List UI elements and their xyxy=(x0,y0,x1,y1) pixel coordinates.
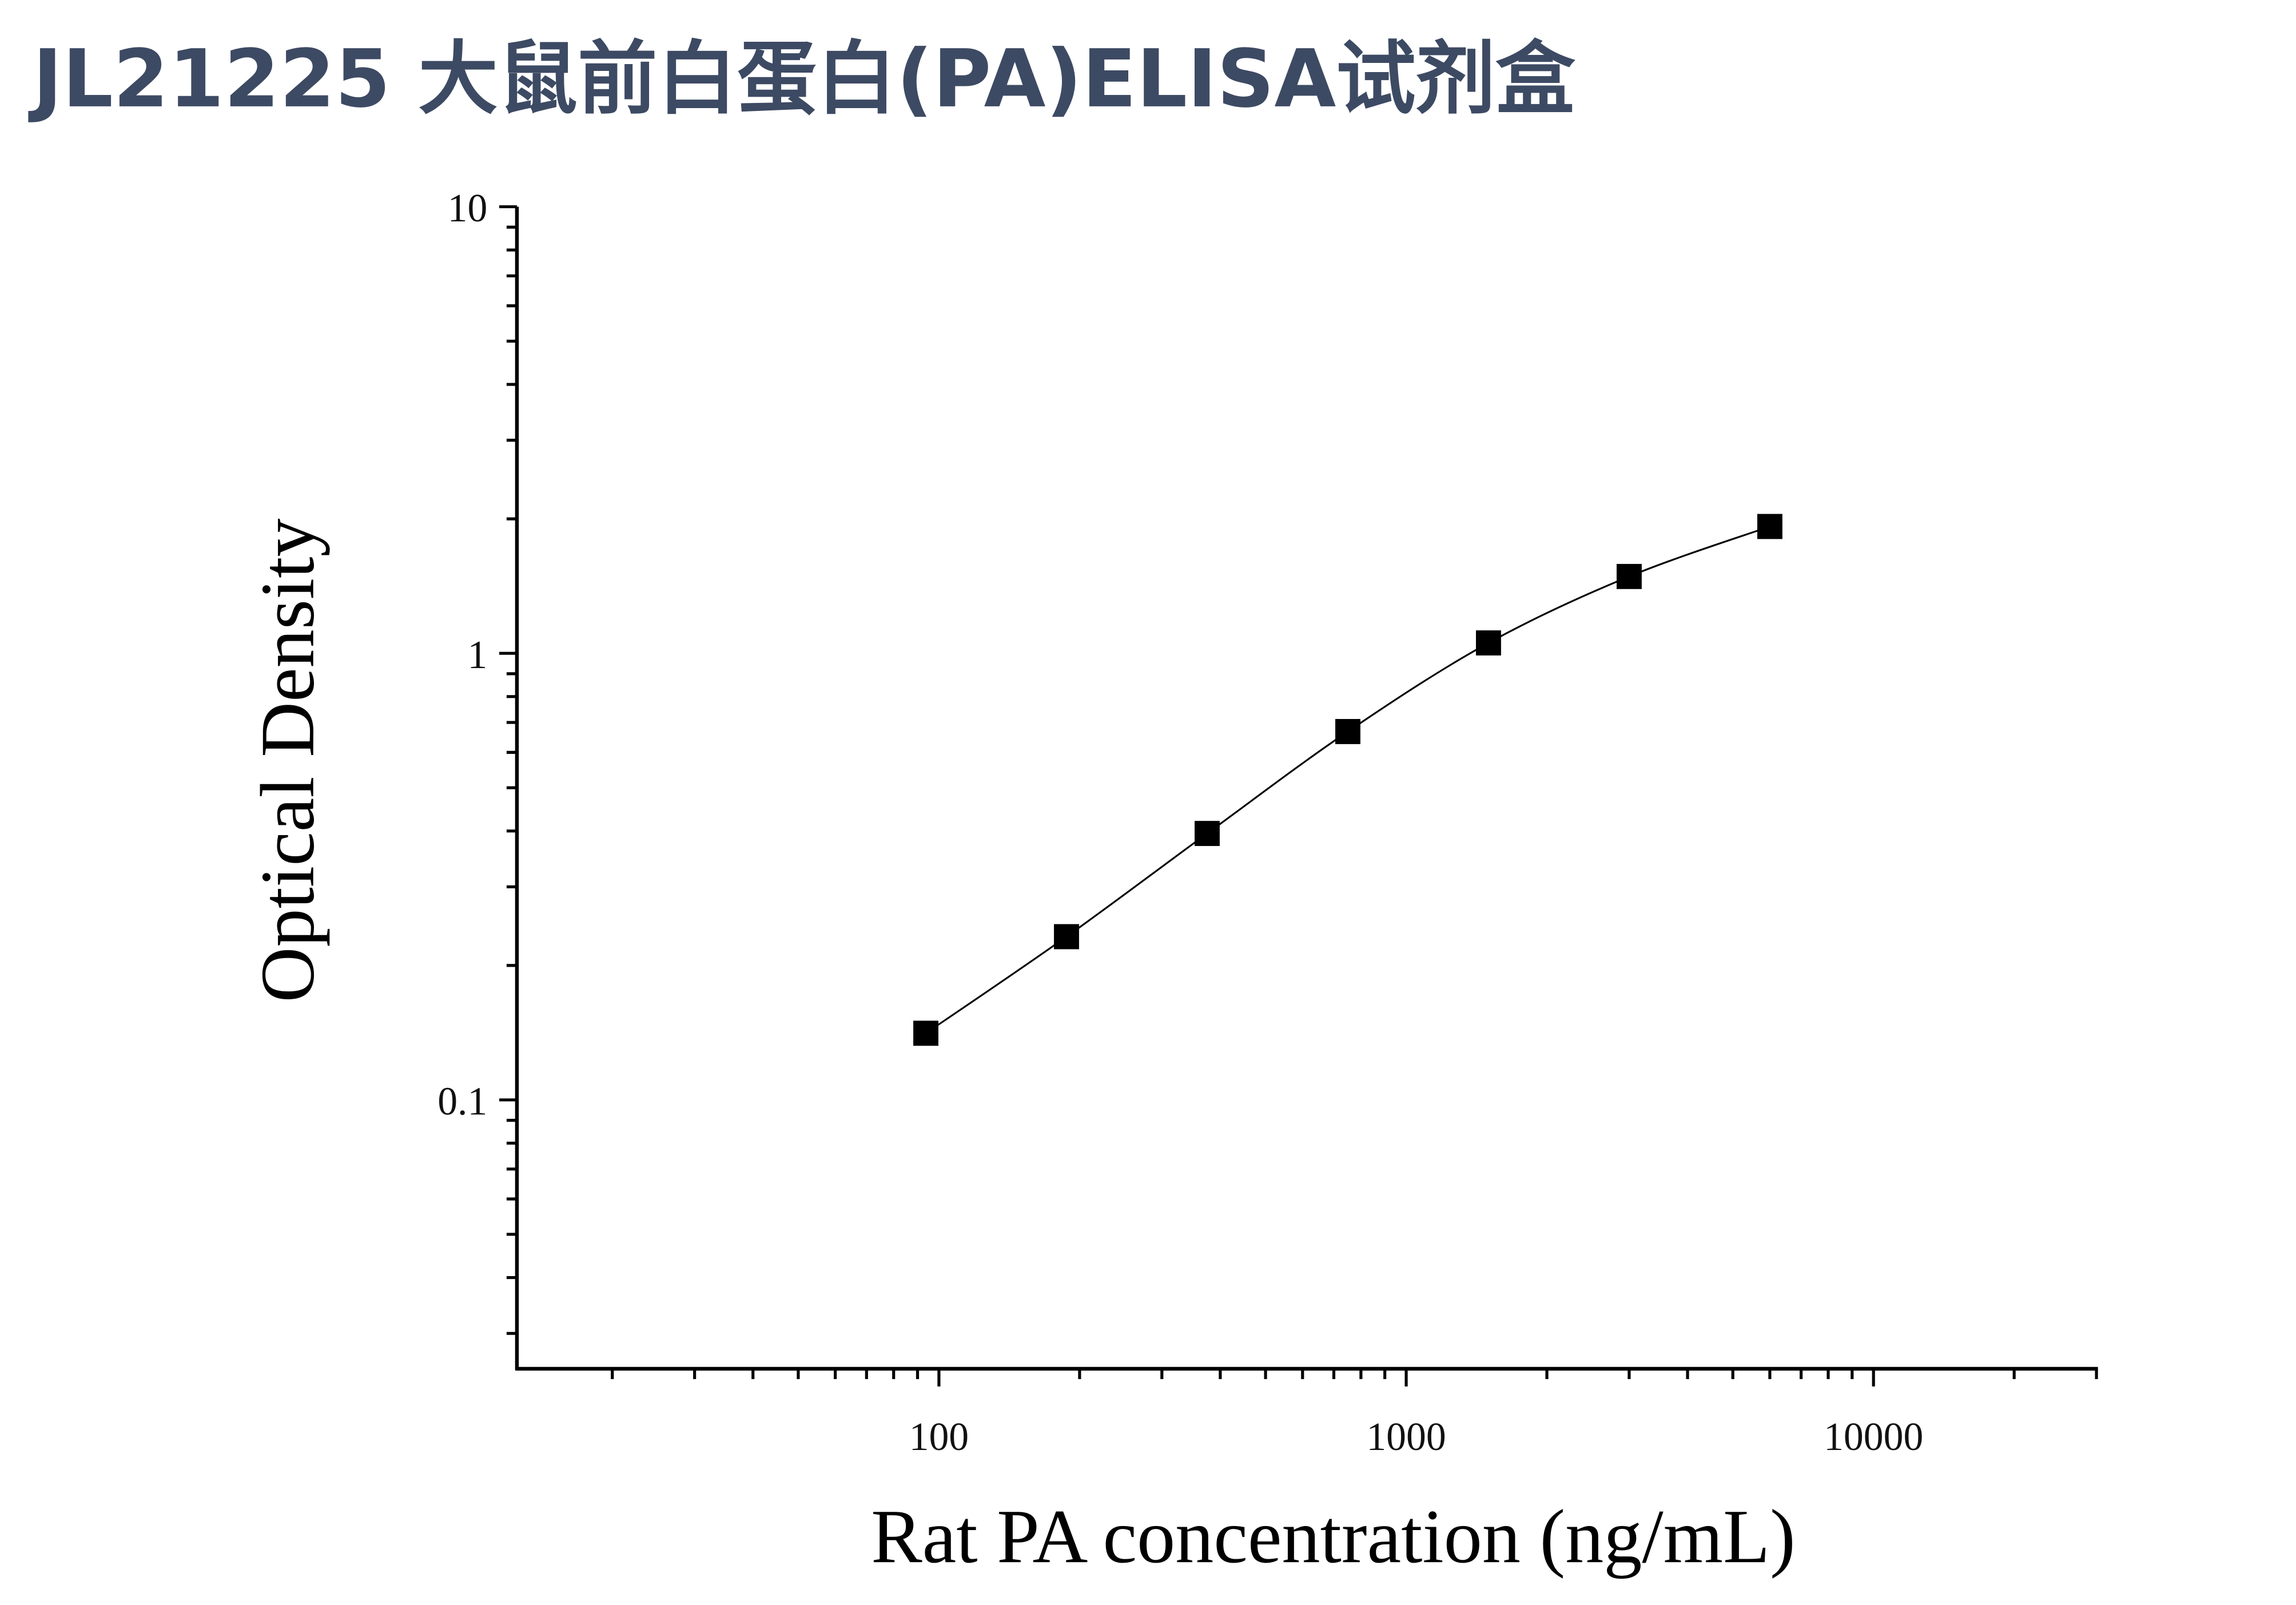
y-tick-label: 10 xyxy=(448,186,488,231)
data-point xyxy=(1054,924,1079,950)
x-axis-label: Rat PA concentration (ng/mL) xyxy=(871,1494,1796,1579)
data-point xyxy=(1757,514,1782,539)
fit-curve xyxy=(926,526,1770,1033)
x-tick-label: 100 xyxy=(909,1415,969,1459)
y-tick-label: 1 xyxy=(467,633,487,677)
data-point xyxy=(1335,719,1360,744)
x-tick-label: 1000 xyxy=(1366,1415,1446,1459)
y-tick-label: 0.1 xyxy=(437,1080,487,1124)
chart: JL21225 大鼠前白蛋白(PA)ELISA试剂盒 Rat PA concen… xyxy=(0,0,2296,1605)
data-point xyxy=(1476,630,1501,655)
y-axis-label: Optical Density xyxy=(245,518,331,1002)
page: {"chart_data": {"type": "scatter", "titl… xyxy=(0,0,2296,1605)
data-point xyxy=(1617,564,1642,589)
x-tick-label: 10000 xyxy=(1824,1415,1923,1459)
chart-title: JL21225 大鼠前白蛋白(PA)ELISA试剂盒 xyxy=(28,33,1575,125)
data-point xyxy=(1195,821,1220,846)
data-point xyxy=(913,1020,938,1046)
